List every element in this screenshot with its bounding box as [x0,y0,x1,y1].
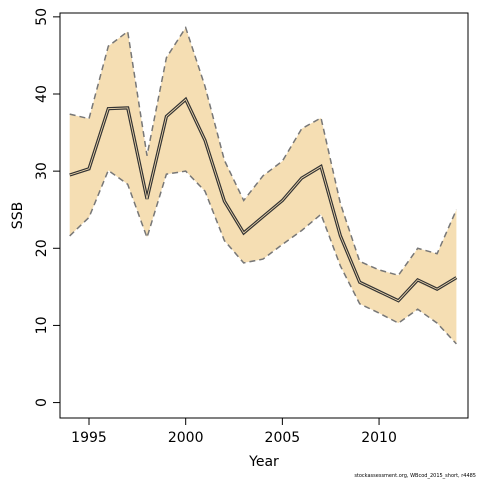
lower-bound-line [69,169,457,345]
y-axis-label: SSB [10,202,26,229]
upper-bound-line [69,25,458,277]
y-tick-label: 10 [34,317,50,335]
y-tick-label: 40 [34,85,50,103]
x-tick-label: 2005 [265,430,301,446]
confidence-band [69,27,457,344]
y-tick-label: 30 [34,162,50,180]
ssb-estimate-line [69,98,457,302]
x-tick-label: 1995 [71,430,107,446]
y-axis: 0 10 20 30 40 50 [34,8,60,407]
x-tick-label: 2000 [168,430,204,446]
y-tick-label: 50 [34,8,50,26]
x-axis: 1995 2000 2005 2010 [71,418,397,446]
x-axis-label: Year [248,454,279,470]
y-tick-label: 20 [34,239,50,257]
x-tick-label: 2010 [361,430,397,446]
plot-frame [59,12,469,419]
source-credit: stockassessment.org, WBcod_2015_short, r… [354,473,476,479]
y-tick-label: 0 [34,398,50,407]
